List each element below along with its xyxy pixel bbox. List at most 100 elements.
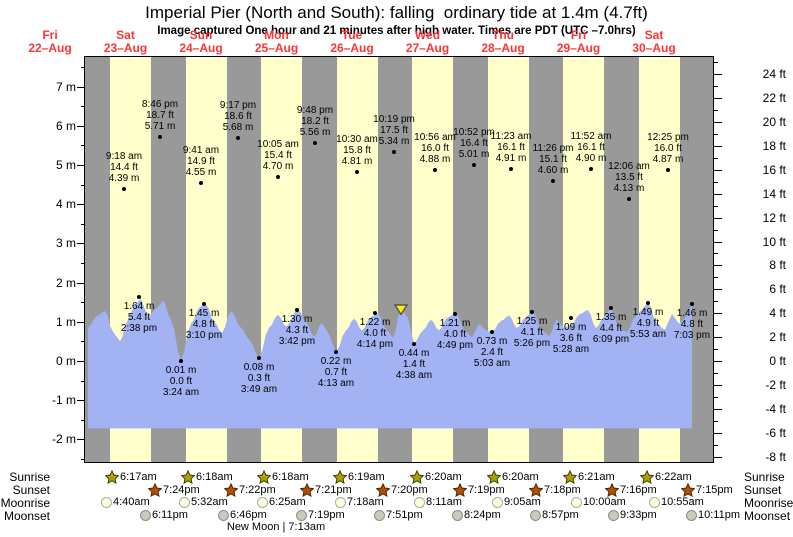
right-axis-label: 18 ft [762,138,786,153]
right-axis-label: -6 ft [765,425,786,440]
sunset-star [148,483,162,497]
sunset-star [224,483,238,497]
low-tide-label-line: 4.4 ft [599,323,623,335]
right-axis-label: 10 ft [762,234,786,249]
sunrise-star [105,470,119,484]
sunrise-item: 6:22am [640,470,692,484]
low-tide-label: 0.22 m 0.7 ft 4:13 am [318,356,354,389]
high-tide-label-line: 18.7 ft [146,110,174,122]
high-tide-point [472,162,476,167]
right-axis-tick [714,241,722,243]
low-tide-label: 0.73 m 2.4 ft 5:03 am [474,336,510,369]
day-label: Sat 30–Aug [632,29,675,55]
moonrise-item: 10:55am [649,496,704,508]
sunrise-item: 6:21am [563,470,615,484]
sunrise-star [640,470,654,484]
moonrise-circle [257,496,268,508]
high-tide-label-line: 14.4 ft [110,161,138,173]
high-tide-label: 10:30 am 15.8 ft 4.81 m [336,134,378,167]
right-axis-tick [714,98,722,100]
low-tide-label: 1.49 m 4.9 ft 5:53 am [630,307,666,340]
sunset-time: 7:20pm [391,484,428,496]
right-axis-minor-tick [714,229,718,231]
left-axis-minor-tick [81,380,85,382]
left-axis-tick [77,282,85,284]
right-axis-tick [714,217,722,219]
right-axis-label: 6 ft [769,282,786,297]
day-label: Thu 28–Aug [481,29,524,55]
moonset-circle [374,509,385,521]
high-tide-label-line: 5.71 m [144,121,176,133]
high-tide-label-line: 4.70 m [262,160,294,172]
low-tide-point [609,306,613,311]
day-date: 22–Aug [28,41,72,55]
low-tide-label-line: 1.64 m [123,300,155,312]
sunset-time: 7:15pm [696,484,733,496]
low-tide-label: 1.45 m 4.8 ft 3:10 pm [186,308,222,341]
low-tide-label-line: 0.73 m [476,336,508,348]
low-tide-label: 1.46 m 4.8 ft 7:03 pm [674,308,710,341]
right-axis-label: 4 ft [769,306,786,321]
low-tide-label-line: 0.01 m [165,364,197,376]
moonset-time: 7:51pm [386,509,423,521]
high-tide-label-line: 4.88 m [419,153,451,165]
low-tide-point [690,301,694,306]
high-tide-label-line: 5.01 m [458,148,490,160]
moonrise-circle [335,496,346,508]
high-tide-label-line: 13.5 ft [615,172,643,184]
moonrise-item: 4:40am [101,496,150,508]
sunrise-time: 6:20am [425,471,462,483]
sunset-time: 7:21pm [315,484,352,496]
high-tide-label-line: 15.1 ft [539,153,567,165]
left-axis-minor-tick [81,106,85,108]
high-tide-label-line: 11:26 pm [532,142,574,154]
right-axis-tick [714,193,722,195]
left-axis-label: -1 m [52,393,76,408]
right-axis-tick [714,74,722,76]
low-tide-label-line: 4.3 ft [285,325,309,337]
day-name: Mon [264,28,289,42]
left-axis-label: 4 m [55,197,76,212]
moonrise-circle [571,496,582,508]
moonset-circle [686,509,697,521]
right-axis-tick [714,456,722,458]
sunrise-time: 6:17am [120,471,157,483]
sunrise-item: 6:18am [257,470,309,484]
right-axis-label: 16 ft [762,162,786,177]
high-tide-label-line: 12:06 am [608,161,650,173]
left-axis-label: -2 m [52,432,76,447]
moonrise-item: 5:32am [179,496,228,508]
high-tide-label: 10:56 am 16.0 ft 4.88 m [414,132,456,165]
left-axis-label: 6 m [55,118,76,133]
moonrise-time: 6:25am [269,496,306,508]
high-tide-label: 8:46 pm 18.7 ft 5.71 m [142,99,178,132]
low-tide-label-line: 1.49 m [632,306,664,318]
moonset-item: 7:51pm [374,509,423,521]
left-axis-label: 0 m [55,354,76,368]
moonrise-item: 8:11am [414,496,462,508]
sunset-time: 7:16pm [620,484,657,496]
moonset-item: 8:57pm [530,509,579,521]
low-tide-label-line: 1.25 m [516,316,548,327]
current-time-marker-icon [394,304,408,317]
sunrise-star [410,470,424,484]
day-name: Fri [42,28,58,42]
moonset-time: 6:46pm [230,509,267,521]
moonset-item: 10:11pm [686,509,740,521]
right-axis-minor-tick [714,372,718,374]
sunrise-item: 6:20am [410,470,462,484]
sunrise-item: 6:19am [333,470,385,484]
low-tide-label: 0.44 m 1.4 ft 4:38 am [396,348,432,381]
right-axis-tick [714,313,722,315]
low-tide-label: 1.30 m 4.3 ft 3:42 pm [279,314,315,347]
high-tide-point [627,197,631,202]
left-axis-tick [77,165,85,166]
low-tide-label: 1.22 m 4.0 ft 4:14 pm [357,317,393,350]
low-tide-label: 1.21 m 4.0 ft 4:49 pm [437,318,473,351]
high-tide-label: 10:52 pm 16.4 ft 5.01 m [453,127,495,160]
moonset-time: 10:11pm [698,509,740,521]
left-axis-label: 2 m [55,275,76,290]
sunrise-star [563,470,577,484]
right-axis-label: -2 ft [765,377,786,392]
